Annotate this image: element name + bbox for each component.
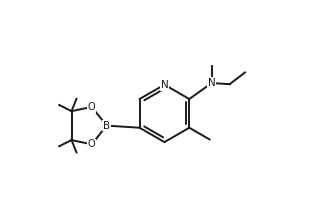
Text: N: N: [208, 78, 215, 88]
Text: B: B: [103, 121, 110, 131]
Text: O: O: [88, 139, 95, 149]
Text: N: N: [160, 80, 168, 90]
Text: O: O: [88, 102, 95, 112]
